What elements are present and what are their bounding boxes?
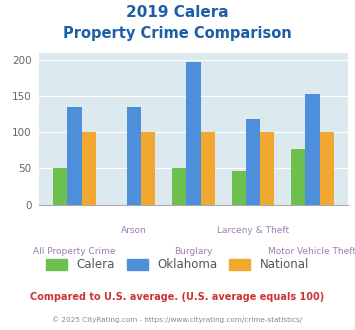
Legend: Calera, Oklahoma, National: Calera, Oklahoma, National xyxy=(46,258,309,271)
Text: Property Crime Comparison: Property Crime Comparison xyxy=(63,26,292,41)
Bar xyxy=(186,62,201,205)
Bar xyxy=(231,171,246,205)
Text: 2019 Calera: 2019 Calera xyxy=(126,5,229,20)
Bar xyxy=(67,107,82,205)
Text: Larceny & Theft: Larceny & Theft xyxy=(217,226,289,235)
Text: Arson: Arson xyxy=(121,226,147,235)
Bar xyxy=(246,118,260,205)
Bar xyxy=(141,132,155,205)
Text: Motor Vehicle Theft: Motor Vehicle Theft xyxy=(268,247,355,256)
Text: © 2025 CityRating.com - https://www.cityrating.com/crime-statistics/: © 2025 CityRating.com - https://www.city… xyxy=(53,316,302,323)
Bar xyxy=(305,94,320,205)
Text: All Property Crime: All Property Crime xyxy=(33,247,116,256)
Bar xyxy=(127,107,141,205)
Bar xyxy=(260,132,274,205)
Bar xyxy=(53,168,67,205)
Text: Burglary: Burglary xyxy=(174,247,213,256)
Bar xyxy=(172,168,186,205)
Bar xyxy=(320,132,334,205)
Bar xyxy=(201,132,215,205)
Bar xyxy=(291,149,305,205)
Text: Compared to U.S. average. (U.S. average equals 100): Compared to U.S. average. (U.S. average … xyxy=(31,292,324,302)
Bar xyxy=(82,132,96,205)
